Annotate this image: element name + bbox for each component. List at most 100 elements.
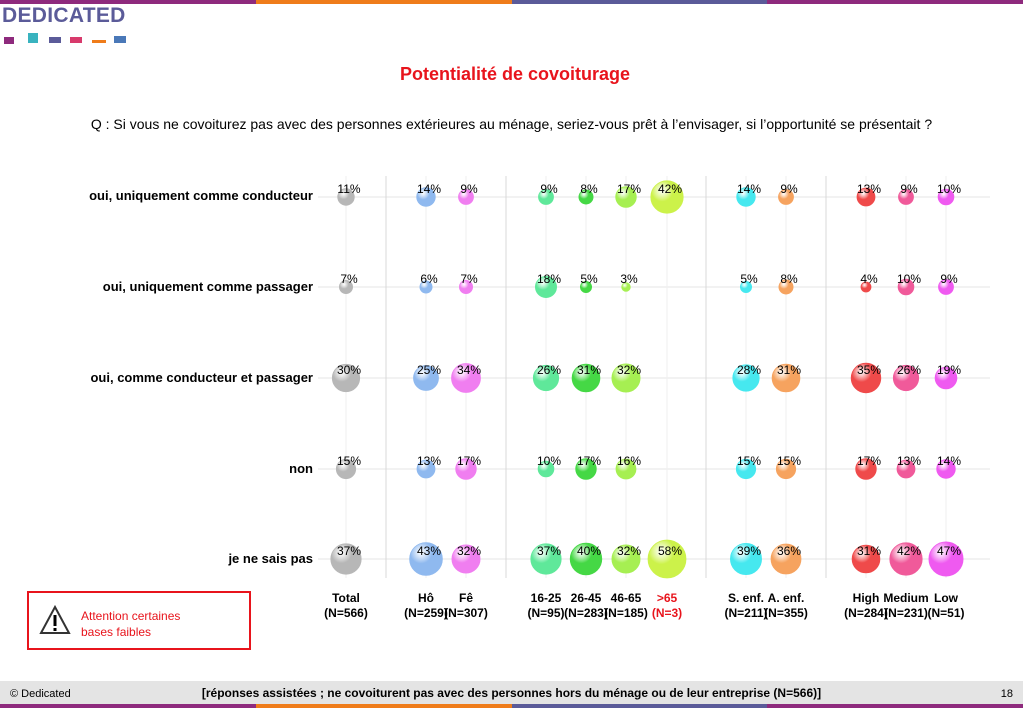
footer-copyright: © Dedicated	[10, 688, 71, 700]
brand-mark-3	[49, 37, 61, 43]
column-name: Fê	[458, 591, 473, 605]
value-label: 19%	[937, 363, 961, 377]
warning-triangle-icon	[39, 605, 71, 634]
bubble	[458, 279, 473, 294]
column-base: (N=231)	[884, 606, 928, 620]
value-label: 39%	[737, 544, 761, 558]
bubble	[896, 459, 916, 479]
value-label: 15%	[737, 454, 761, 468]
bubble	[530, 543, 562, 575]
bubble-chart: 11% 7% 30% 15% 37% 14% 6% 25% 13% 43% 9% 7% 34% 17% 32…	[318, 176, 990, 579]
row-label-non: non	[289, 461, 313, 476]
bubble	[419, 280, 433, 294]
value-label: 26%	[897, 363, 921, 377]
column-name: Medium	[883, 591, 929, 605]
value-label: 47%	[937, 544, 961, 558]
column-base: (N=355)	[764, 606, 808, 620]
value-label: 8%	[580, 182, 598, 196]
bubbles	[330, 180, 964, 579]
bubble	[735, 458, 757, 480]
bubble	[850, 362, 882, 394]
bubble	[778, 189, 794, 205]
value-label: 18%	[537, 272, 561, 286]
brand-logo: DEDICATED	[2, 4, 126, 27]
bubble	[740, 280, 753, 293]
bubble	[889, 542, 923, 576]
column-base: (N=3)	[651, 606, 683, 620]
bubble	[938, 279, 954, 295]
value-label: 14%	[417, 182, 441, 196]
value-label: 31%	[777, 363, 801, 377]
value-label: 13%	[417, 454, 441, 468]
column-label: 16-25 (N=95)	[511, 591, 581, 621]
bubble	[615, 458, 637, 480]
value-label: 13%	[897, 454, 921, 468]
bubble	[611, 544, 641, 574]
column-base: (N=185)	[604, 606, 648, 620]
bubble	[730, 543, 763, 576]
bubble	[330, 543, 362, 575]
column-base: (N=284)	[844, 606, 888, 620]
page-number: 18	[1000, 688, 1013, 700]
bubble	[778, 279, 794, 295]
bubble	[856, 187, 876, 207]
bubble	[892, 364, 920, 392]
column-label: 26-45 (N=283)	[551, 591, 621, 621]
value-label: 40%	[577, 544, 601, 558]
value-label: 3%	[620, 272, 638, 286]
column-name: >65	[656, 591, 678, 605]
value-label: 9%	[900, 182, 918, 196]
bubble	[535, 275, 558, 298]
value-label: 31%	[857, 544, 881, 558]
value-label: 4%	[860, 272, 878, 286]
value-label: 35%	[857, 363, 881, 377]
value-label: 32%	[617, 544, 641, 558]
value-labels: 11% 7% 30% 15% 37% 14% 6% 25% 13% 43% 9% 7% 34% 17% 32…	[337, 182, 961, 558]
bottom-color-bar	[0, 704, 1023, 708]
value-label: 32%	[617, 363, 641, 377]
value-label: 34%	[457, 363, 481, 377]
column-label: Low (N=51)	[911, 591, 981, 621]
bubble	[338, 279, 353, 294]
bubble	[458, 189, 474, 205]
row-label-conducteur: oui, uniquement comme conducteur	[89, 188, 313, 203]
value-label: 26%	[537, 363, 561, 377]
footer-bar	[0, 681, 1023, 708]
column-base: (N=283)	[564, 606, 608, 620]
bubble	[416, 187, 436, 207]
value-label: 17%	[617, 182, 641, 196]
bubble	[451, 544, 481, 574]
value-label: 7%	[340, 272, 358, 286]
value-label: 10%	[897, 272, 921, 286]
value-label: 9%	[940, 272, 958, 286]
value-label: 11%	[337, 182, 360, 196]
value-label: 16%	[617, 454, 641, 468]
bubble	[537, 460, 555, 478]
value-label: 43%	[417, 544, 441, 558]
bubble	[451, 363, 481, 393]
brand-color-marks	[4, 33, 134, 47]
brand-mark-2	[28, 33, 38, 43]
column-label: A. enf. (N=355)	[751, 591, 821, 621]
warning-line-2: bases faibles	[81, 625, 152, 639]
bubble	[851, 544, 881, 574]
brand-mark-5	[92, 40, 106, 43]
bubble	[775, 458, 797, 480]
value-label: 9%	[540, 182, 558, 196]
value-label: 30%	[337, 363, 361, 377]
bubble	[569, 542, 603, 576]
value-label: 10%	[537, 454, 561, 468]
row-label-passager: oui, uniquement comme passager	[102, 279, 313, 294]
column-label: Hô (N=259)	[391, 591, 461, 621]
warning-line-1: Attention certaines	[81, 609, 181, 623]
bubble	[650, 180, 684, 214]
column-label: S. enf. (N=211)	[711, 591, 781, 621]
value-label: 7%	[460, 272, 478, 286]
bubble	[855, 458, 877, 480]
bubble	[409, 542, 443, 576]
brand-mark-1	[4, 37, 14, 44]
value-label: 8%	[780, 272, 798, 286]
column-base: (N=259)	[404, 606, 448, 620]
bubble	[578, 189, 594, 205]
bubble	[413, 365, 439, 391]
